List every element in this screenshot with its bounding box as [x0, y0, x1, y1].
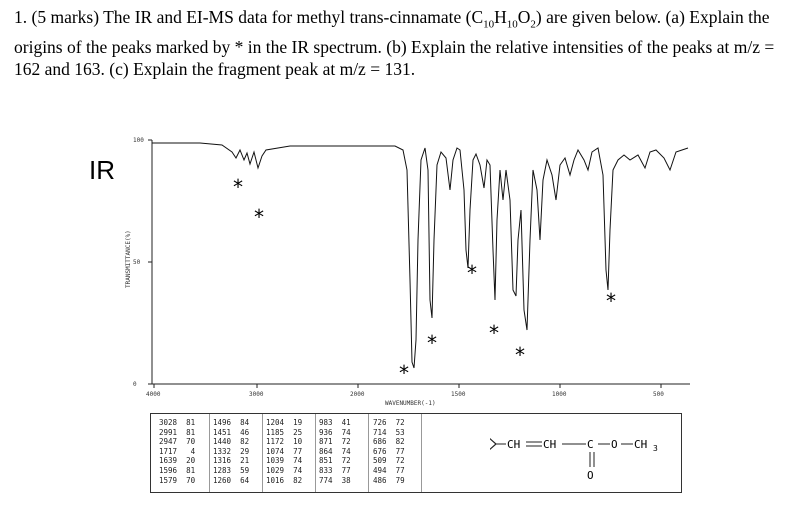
y-tick-label: 0	[133, 381, 137, 388]
peak-marker-asterisk: *	[488, 321, 500, 345]
x-tick-label: 3000	[249, 391, 264, 398]
peak-table: 3028 81 2991 81 2947 70 1717 4 1639 20 1…	[150, 413, 682, 493]
ir-label: IR	[89, 155, 115, 185]
y-axis-label: TRANSMITTANCE(%)	[125, 230, 132, 288]
peak-marker-asterisk: *	[514, 343, 526, 367]
y-tick-label: 100	[133, 137, 144, 144]
peak-marker-asterisk: *	[466, 261, 478, 285]
methyl-cinnamate-structure: CH CH C O CH 3 O	[490, 437, 658, 482]
structure-carbonyl-o: O	[587, 469, 594, 482]
structure-methyl: CH	[634, 438, 647, 451]
structure-oxygen: O	[611, 438, 618, 451]
peak-marker-asterisk: *	[605, 289, 617, 313]
peak-marker-asterisk: *	[398, 361, 410, 385]
x-tick-label: 4000	[146, 391, 161, 398]
x-axis-label: WAVENUMBER(-1)	[385, 400, 436, 407]
peak-table-column: 3028 81 2991 81 2947 70 1717 4 1639 20 1…	[159, 418, 196, 485]
x-tick-label: 2000	[350, 391, 365, 398]
peak-table-column: 1204 19 1185 25 1172 10 1074 77 1039 74 …	[266, 418, 303, 485]
question-text: 1. (5 marks) The IR and EI-MS data for m…	[14, 7, 775, 79]
peak-marker-asterisk: *	[426, 331, 438, 355]
structure-methyl-sub: 3	[653, 444, 658, 453]
y-tick-label: 50	[133, 259, 141, 266]
peak-marker-asterisk: *	[232, 175, 244, 199]
x-tick-label: 500	[653, 391, 664, 398]
ir-spectrum-line	[152, 142, 689, 369]
peak-marker-asterisk: *	[253, 205, 265, 229]
peak-table-column: 726 72 714 53 686 82 676 77 509 72 494 7…	[373, 418, 405, 485]
x-tick-label: 1000	[552, 391, 567, 398]
structure-ch: CH	[507, 438, 520, 451]
x-tick-label: 1500	[451, 391, 466, 398]
peak-table-column: 1496 84 1451 46 1440 82 1332 29 1316 21 …	[213, 418, 250, 485]
peak-table-column: 983 41 936 74 871 72 864 74 851 72 833 7…	[319, 418, 351, 485]
structure-carbonyl-c: C	[587, 438, 594, 451]
structure-ch2: CH	[543, 438, 556, 451]
